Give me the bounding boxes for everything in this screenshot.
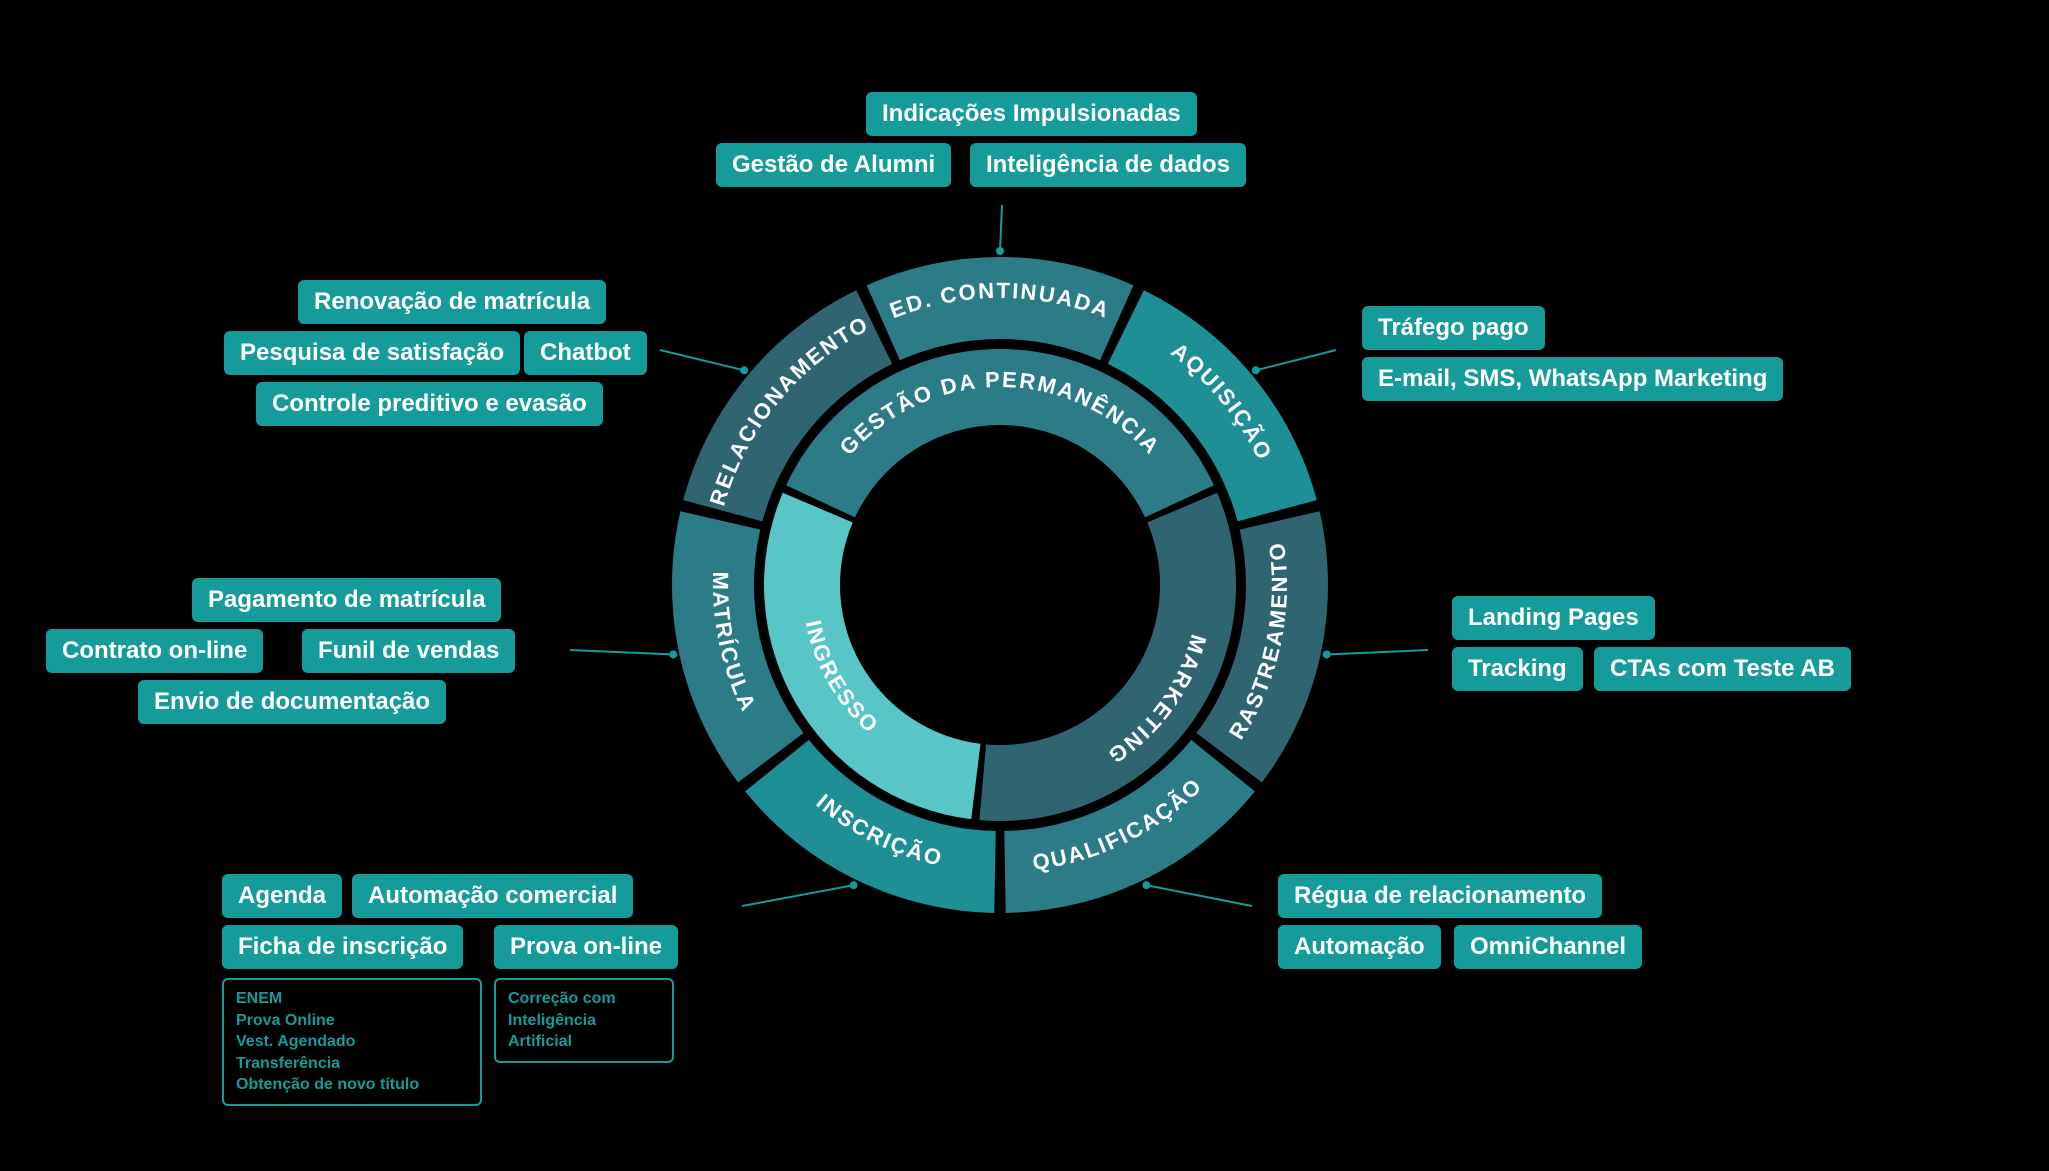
pill-inscricao-2: Ficha de inscrição (222, 925, 463, 969)
pill-matricula-2: Funil de vendas (302, 629, 515, 673)
pill-qualificacao-1: Automação (1278, 925, 1441, 969)
pill-relacionamento-3: Controle preditivo e evasão (256, 382, 603, 426)
pill-inscricao-3: Prova on-line (494, 925, 678, 969)
diagram-canvas: ED. CONTINUADAAQUISIÇÃORASTREAMENTOQUALI… (0, 0, 2049, 1171)
pill-matricula-3: Envio de documentação (138, 680, 446, 724)
subbox-inscricao-0: ENEMProva OnlineVest. AgendadoTransferên… (222, 978, 482, 1106)
pill-rastreamento-0: Landing Pages (1452, 596, 1655, 640)
pill-relacionamento-0: Renovação de matrícula (298, 280, 606, 324)
pill-rastreamento-2: CTAs com Teste AB (1594, 647, 1851, 691)
pill-relacionamento-1: Pesquisa de satisfação (224, 331, 520, 375)
subbox-inscricao-1: Correção comInteligênciaArtificial (494, 978, 674, 1063)
pill-relacionamento-2: Chatbot (524, 331, 647, 375)
pill-inscricao-1: Automação comercial (352, 874, 633, 918)
pill-inscricao-0: Agenda (222, 874, 342, 918)
pill-ed_continuada-0: Indicações Impulsionadas (866, 92, 1197, 136)
pill-ed_continuada-2: Inteligência de dados (970, 143, 1246, 187)
pill-rastreamento-1: Tracking (1452, 647, 1583, 691)
pill-qualificacao-0: Régua de relacionamento (1278, 874, 1602, 918)
pill-qualificacao-2: OmniChannel (1454, 925, 1642, 969)
pill-ed_continuada-1: Gestão de Alumni (716, 143, 951, 187)
pill-matricula-0: Pagamento de matrícula (192, 578, 501, 622)
pill-aquisicao-1: E-mail, SMS, WhatsApp Marketing (1362, 357, 1783, 401)
pill-matricula-1: Contrato on-line (46, 629, 263, 673)
pill-aquisicao-0: Tráfego pago (1362, 306, 1545, 350)
